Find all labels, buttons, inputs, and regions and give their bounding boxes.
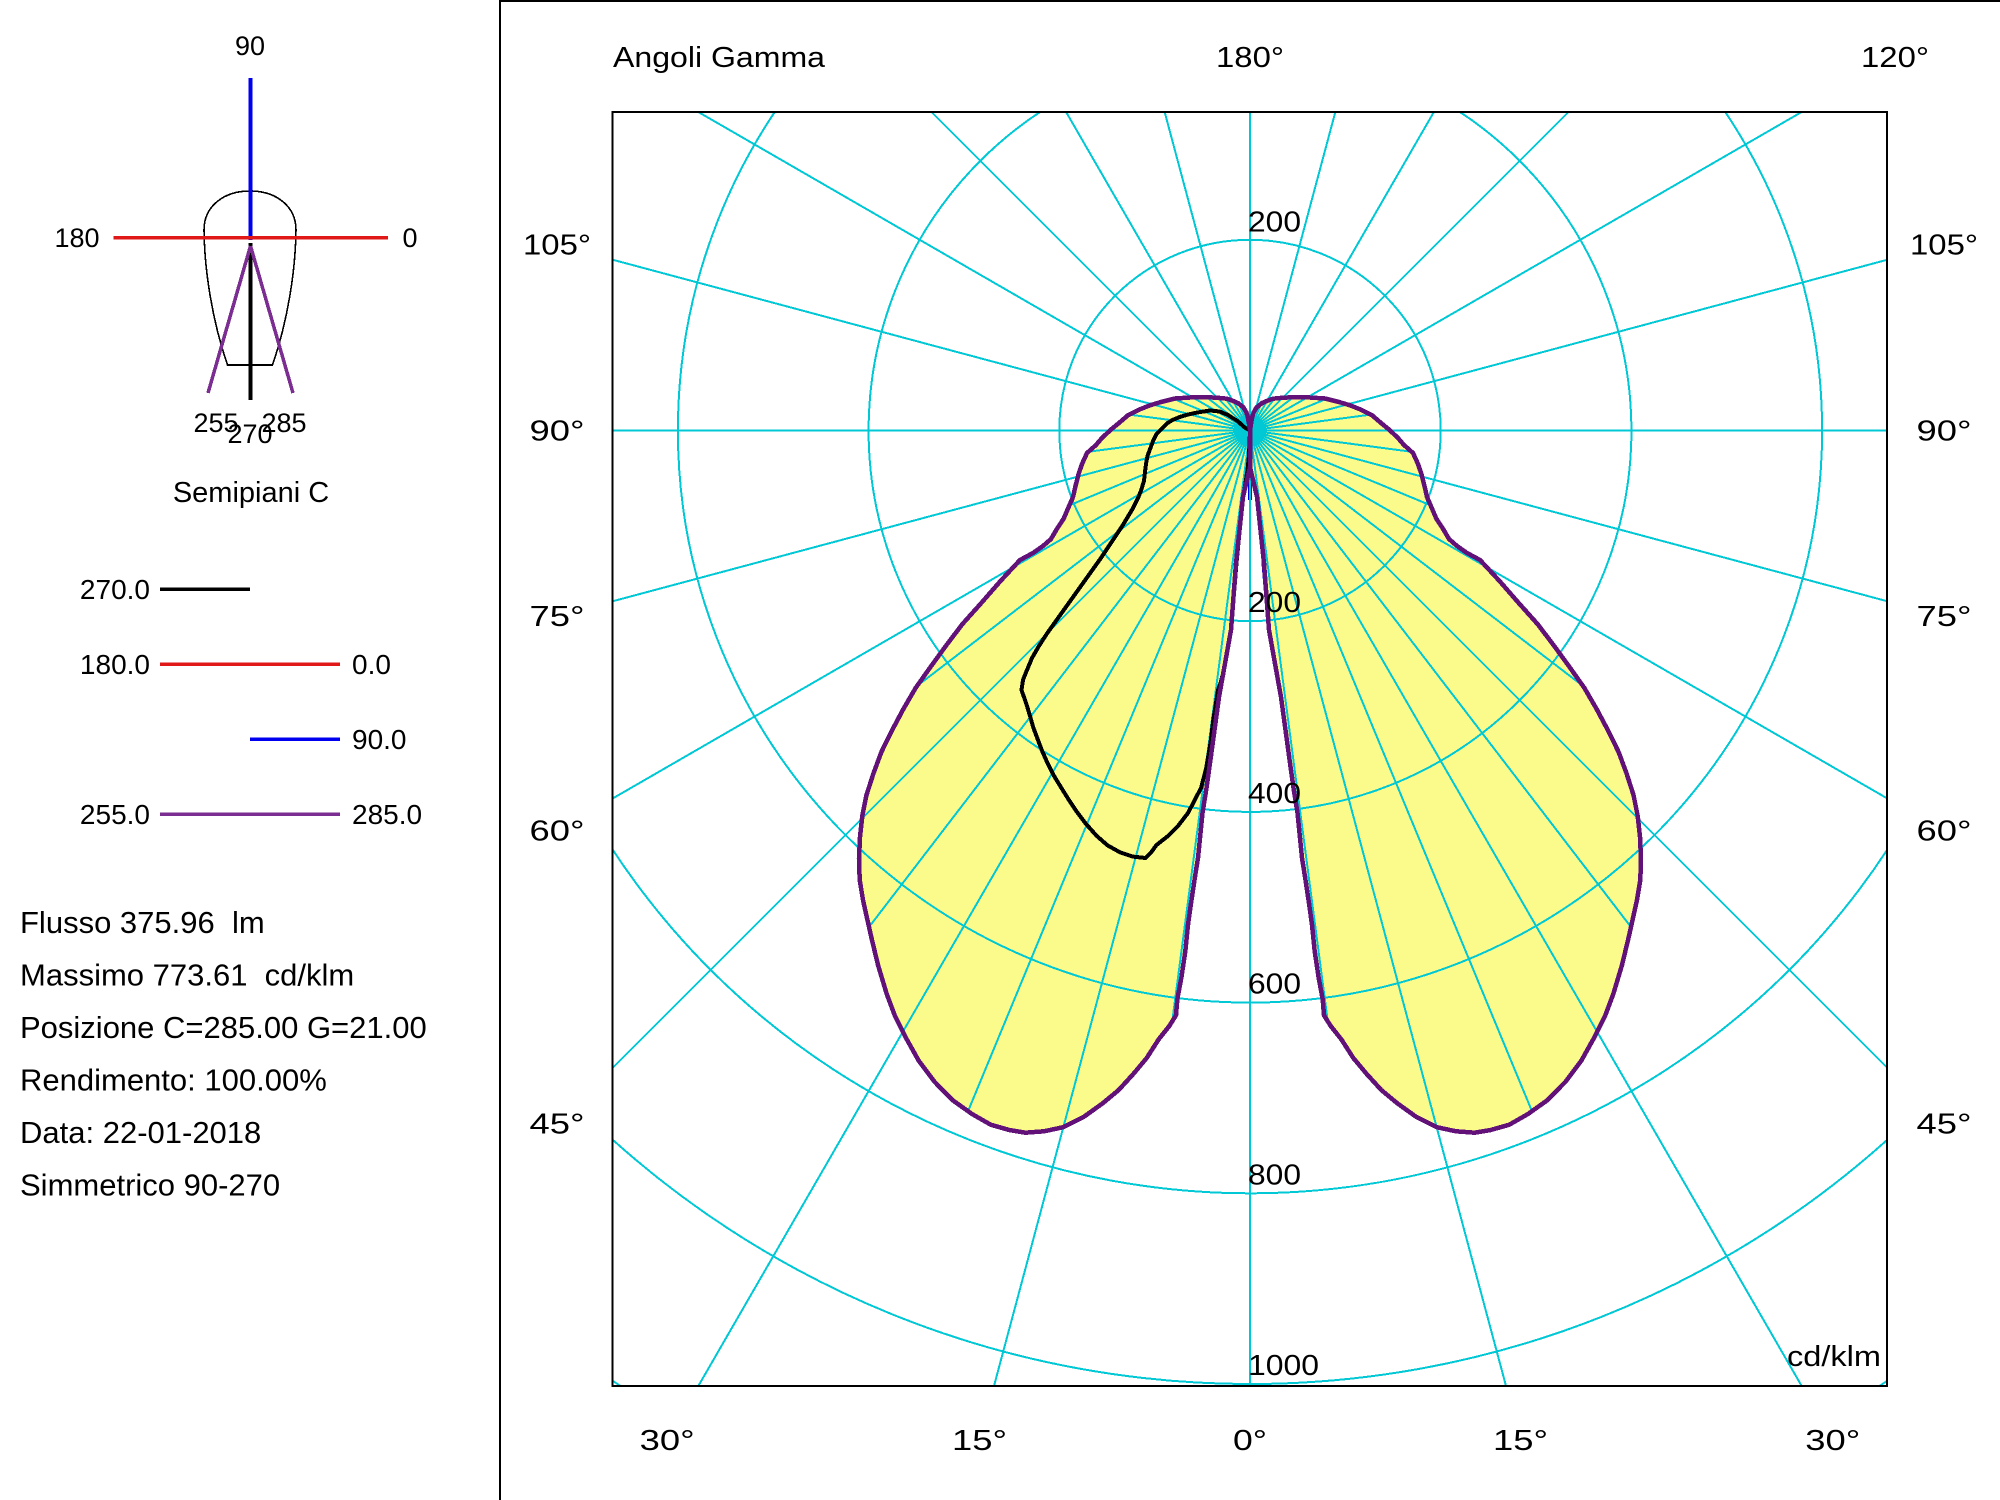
svg-text:Flusso 375.96 lm: Flusso 375.96 lm <box>20 905 265 940</box>
svg-text:180°: 180° <box>1216 42 1284 74</box>
svg-text:120°: 120° <box>1861 42 1929 74</box>
svg-text:0°: 0° <box>1233 1425 1267 1457</box>
svg-text:400: 400 <box>1248 778 1301 810</box>
svg-text:105°: 105° <box>1910 230 1978 262</box>
svg-text:15°: 15° <box>1493 1425 1548 1457</box>
svg-text:90°: 90° <box>1917 416 1972 448</box>
svg-text:Simmetrico 90-270: Simmetrico 90-270 <box>20 1168 280 1203</box>
svg-text:1000: 1000 <box>1248 1350 1319 1382</box>
svg-text:0: 0 <box>402 223 417 253</box>
svg-text:Rendimento: 100.00%: Rendimento: 100.00% <box>20 1063 327 1098</box>
svg-text:60°: 60° <box>1917 816 1972 848</box>
svg-text:Angoli Gamma: Angoli Gamma <box>613 42 826 74</box>
svg-text:180.0: 180.0 <box>80 649 150 680</box>
svg-text:90°: 90° <box>530 416 585 448</box>
svg-text:270.0: 270.0 <box>80 574 150 605</box>
svg-text:90.0: 90.0 <box>352 724 407 755</box>
svg-text:90: 90 <box>235 31 265 61</box>
svg-text:200: 200 <box>1248 587 1301 619</box>
svg-text:30°: 30° <box>640 1425 695 1457</box>
svg-text:75°: 75° <box>1917 601 1972 633</box>
svg-text:Data: 22-01-2018: Data: 22-01-2018 <box>20 1115 261 1150</box>
svg-text:600: 600 <box>1248 969 1301 1001</box>
svg-text:255.0: 255.0 <box>80 799 150 830</box>
svg-text:45°: 45° <box>530 1109 585 1141</box>
svg-text:285: 285 <box>261 408 306 438</box>
svg-text:285.0: 285.0 <box>352 799 422 830</box>
svg-text:255: 255 <box>193 408 238 438</box>
svg-text:45°: 45° <box>1917 1109 1972 1141</box>
svg-text:15°: 15° <box>952 1425 1007 1457</box>
svg-text:Massimo 773.61 cd/klm: Massimo 773.61 cd/klm <box>20 958 354 993</box>
svg-text:Posizione C=285.00 G=21.00: Posizione C=285.00 G=21.00 <box>20 1010 427 1045</box>
svg-text:75°: 75° <box>530 601 585 633</box>
svg-text:800: 800 <box>1248 1159 1301 1191</box>
svg-text:cd/klm: cd/klm <box>1787 1341 1881 1373</box>
svg-text:0.0: 0.0 <box>352 649 391 680</box>
svg-text:60°: 60° <box>530 816 585 848</box>
svg-text:30°: 30° <box>1805 1425 1860 1457</box>
svg-text:Semipiani C: Semipiani C <box>173 477 329 509</box>
svg-text:270: 270 <box>227 419 272 449</box>
svg-text:200: 200 <box>1248 207 1301 239</box>
svg-text:105°: 105° <box>523 230 591 262</box>
svg-text:180: 180 <box>54 223 99 253</box>
